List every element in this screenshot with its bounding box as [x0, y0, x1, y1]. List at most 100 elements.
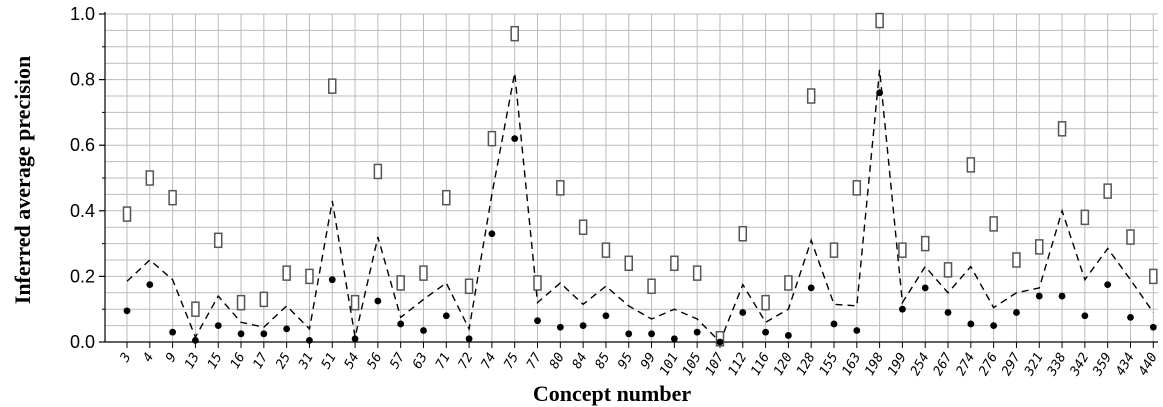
rect-marker — [738, 226, 748, 242]
rect-marker — [259, 291, 269, 308]
x-tick-label: 56 — [365, 350, 386, 371]
x-tick-label: 116 — [748, 350, 773, 378]
rect-marker — [829, 242, 839, 258]
x-tick-label: 77 — [524, 350, 545, 371]
rect-marker — [122, 206, 132, 222]
x-tick-label: 17 — [250, 350, 271, 371]
dot-marker — [716, 338, 724, 346]
x-tick-label: 84 — [570, 351, 591, 372]
rect-marker — [692, 265, 702, 281]
y-tick-label: 0.8 — [70, 70, 95, 90]
x-tick-label: 16 — [228, 350, 249, 371]
x-tick-label: 71 — [433, 351, 454, 372]
rect-marker — [784, 275, 793, 291]
dot-marker — [625, 330, 633, 338]
dot-marker — [420, 327, 427, 334]
y-axis-label: Inferred average precision — [10, 56, 35, 304]
dot-marker — [648, 330, 655, 338]
dot-marker — [899, 305, 906, 313]
dot-marker — [351, 335, 359, 343]
dot-marker — [830, 320, 838, 328]
dot-marker — [192, 336, 199, 344]
x-tick-label: 198 — [862, 350, 887, 378]
y-tick-label: 0.0 — [70, 332, 95, 352]
x-tick-label: 267 — [931, 350, 956, 378]
x-tick-label: 80 — [547, 350, 568, 371]
dot-marker — [784, 332, 792, 339]
rect-marker — [533, 275, 542, 291]
rect-marker — [145, 170, 155, 186]
dot-marker — [1013, 309, 1020, 316]
dot-marker — [169, 328, 177, 336]
dot-marker — [602, 312, 610, 320]
x-tick-label: 75 — [501, 350, 522, 371]
rect-marker — [875, 12, 884, 29]
dot-marker — [921, 284, 929, 292]
dot-marker — [1081, 312, 1089, 320]
y-tick-label: 0.4 — [70, 201, 95, 221]
rect-marker — [578, 219, 588, 235]
dot-marker — [465, 335, 473, 343]
dot-marker — [146, 281, 154, 288]
dot-marker — [556, 323, 564, 331]
dot-marker — [260, 330, 268, 338]
rect-marker — [1012, 252, 1021, 268]
dot-marker — [374, 297, 382, 305]
dot-marker — [807, 284, 815, 292]
rect-marker — [236, 294, 246, 311]
dot-marker — [214, 322, 222, 329]
rect-marker — [806, 88, 816, 104]
x-tick-label: 3 — [117, 351, 134, 366]
x-tick-label: 321 — [1021, 351, 1046, 380]
dot-marker — [1104, 281, 1112, 288]
rect-marker — [305, 268, 314, 285]
rect-marker — [464, 278, 474, 294]
dot-marker — [853, 327, 861, 334]
rect-marker — [1126, 229, 1135, 245]
rect-marker — [761, 294, 770, 311]
x-tick-label: 254 — [908, 351, 933, 379]
dot-marker — [739, 309, 747, 316]
rect-marker — [510, 25, 519, 42]
rect-marker — [1035, 239, 1044, 255]
x-tick-label: 107 — [703, 350, 728, 378]
x-tick-label: 163 — [840, 351, 865, 379]
x-tick-label: 15 — [205, 350, 226, 371]
dot-marker — [442, 312, 450, 320]
x-tick-label: 74 — [479, 351, 500, 372]
rect-marker — [1080, 209, 1090, 226]
dot-marker — [762, 328, 769, 336]
dot-marker — [990, 322, 998, 329]
dot-marker — [579, 322, 587, 329]
rect-marker — [670, 255, 679, 272]
tick-labels: 0.0 0.2 0.4 0.6 0.8 1.0 3 4 9 13 15 16 17 25 31 51 54 56 5… — [70, 4, 1161, 379]
dot-marker — [237, 330, 245, 338]
rect-marker — [350, 294, 360, 311]
rect-marker — [989, 216, 998, 232]
dot-marker — [1058, 292, 1066, 300]
x-tick-label: 4 — [140, 351, 157, 365]
x-tick-label: 155 — [817, 350, 842, 378]
rect-marker — [601, 242, 611, 258]
rect-marker — [328, 78, 337, 94]
x-tick-label: 434 — [1113, 351, 1138, 379]
dot-marker — [397, 320, 405, 328]
rect-marker — [396, 275, 405, 291]
rect-marker — [1057, 121, 1067, 137]
y-tick-label: 0.2 — [70, 266, 95, 286]
rect-marker — [282, 265, 291, 281]
dot-marker — [1035, 292, 1043, 300]
rect-marker — [1149, 268, 1158, 285]
dot-marker — [306, 336, 313, 344]
dot-marker — [944, 309, 952, 316]
x-tick-label: 105 — [680, 350, 705, 378]
dot-marker — [967, 320, 975, 328]
rect-marker — [442, 189, 451, 206]
x-tick-label: 95 — [615, 350, 636, 371]
x-tick-label: 57 — [387, 350, 408, 371]
axes — [99, 12, 1158, 348]
y-tick-label: 1.0 — [70, 4, 95, 24]
x-tick-label: 342 — [1067, 350, 1092, 379]
x-tick-label: 338 — [1044, 350, 1069, 379]
